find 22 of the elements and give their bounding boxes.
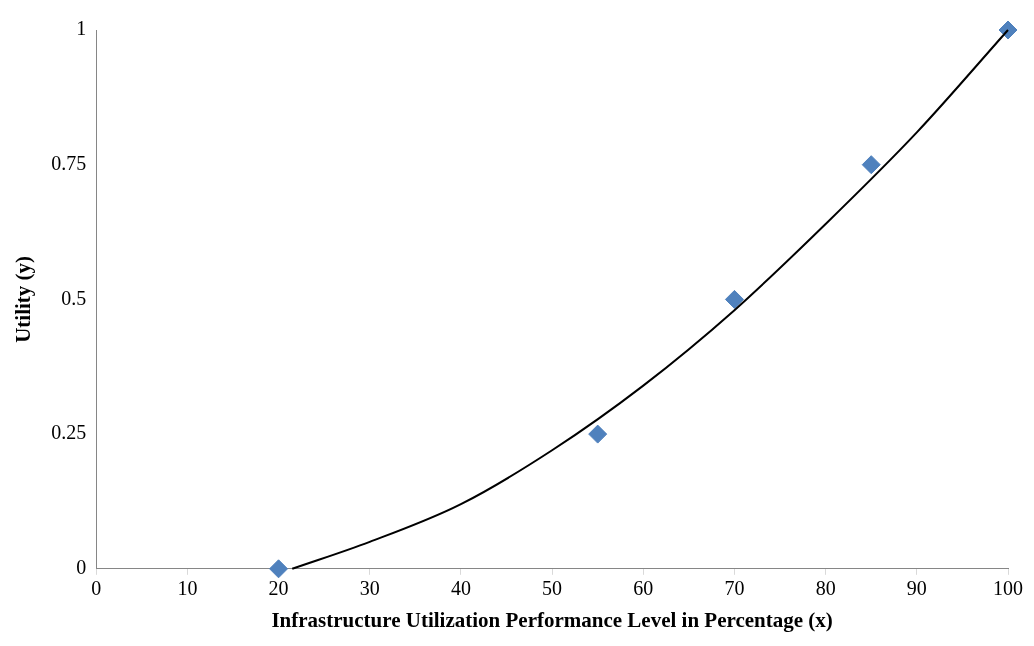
y-tick-label: 0.5 — [61, 286, 87, 309]
x-tick-label: 30 — [359, 577, 380, 600]
x-tick-label: 40 — [450, 577, 471, 600]
x-tick-label: 20 — [268, 577, 289, 600]
point — [861, 155, 881, 175]
y-axis-title: Utility (y) — [11, 255, 36, 343]
y-tick-label: 0 — [76, 556, 87, 579]
y-tick-label: 0.25 — [51, 421, 87, 444]
x-tick-label: 90 — [906, 577, 927, 600]
x-tick-label: 0 — [91, 577, 102, 600]
x-tick-label: 10 — [177, 577, 198, 600]
x-tick-label: 60 — [633, 577, 654, 600]
x-tick-label: 70 — [724, 577, 745, 600]
point — [269, 559, 289, 579]
x-tick-label: 80 — [815, 577, 836, 600]
y-tick-label: 0.75 — [51, 151, 87, 174]
point — [588, 424, 608, 444]
x-tick-label: 100 — [993, 577, 1023, 600]
point — [724, 289, 744, 309]
y-tick-label: 1 — [76, 17, 87, 40]
x-tick-label: 50 — [542, 577, 563, 600]
x-axis-title: Infrastructure Utilization Performance Level in Percentage (x) — [271, 607, 833, 632]
